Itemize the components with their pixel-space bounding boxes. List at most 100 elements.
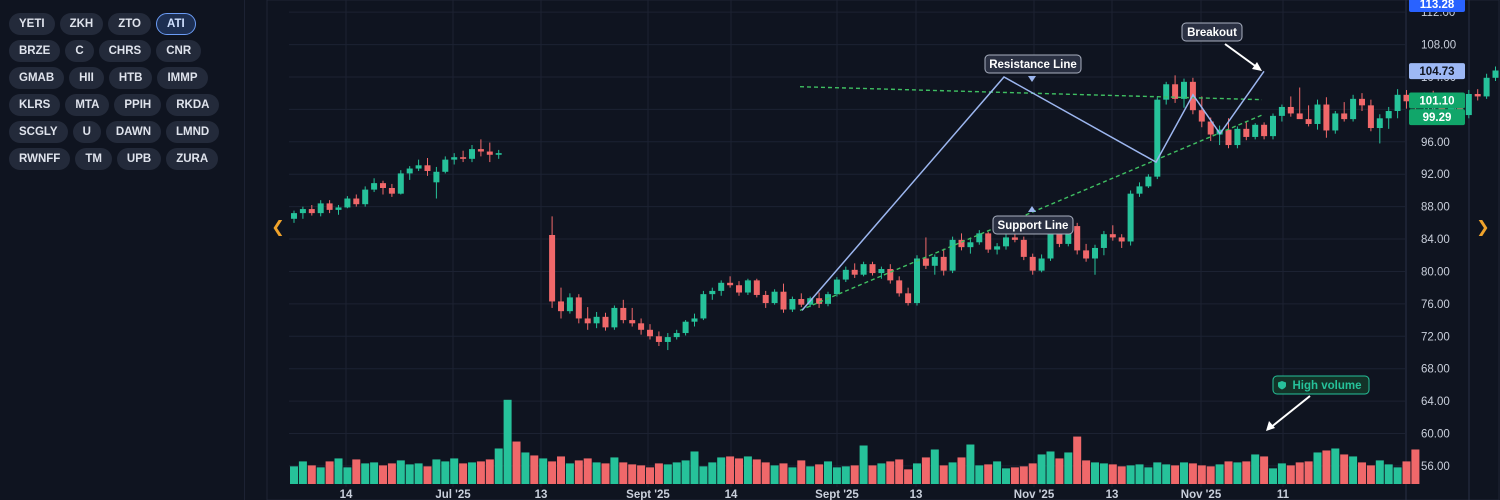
ticker-chip-ati[interactable]: ATI (156, 12, 196, 35)
candle-body (344, 198, 351, 208)
breakout-label: Breakout (1181, 22, 1243, 42)
ticker-chip-immp[interactable]: IMMP (157, 66, 208, 89)
candle-body (1350, 98, 1357, 120)
ticker-chip-htb[interactable]: HTB (108, 66, 153, 89)
volume-bar (1064, 452, 1073, 484)
candle-body (575, 297, 582, 319)
ticker-chip-gmab[interactable]: GMAB (9, 66, 65, 89)
volume-bar (1126, 465, 1135, 484)
y-tick-label: 72.00 (1421, 331, 1450, 343)
volume-bar (441, 461, 450, 484)
volume-bar (405, 464, 414, 484)
volume-bar (565, 463, 574, 484)
ticker-chip-zura[interactable]: ZURA (166, 147, 219, 170)
chevron-left-icon[interactable]: ❮ (271, 219, 285, 236)
ticker-chip-cnr[interactable]: CNR (156, 39, 202, 62)
volume-bar (1358, 462, 1366, 484)
candle-body (922, 258, 929, 266)
volume-bar (939, 465, 948, 484)
volume-bar (646, 467, 654, 484)
ticker-chip-u[interactable]: U (72, 120, 101, 143)
ticker-chip-hii[interactable]: HII (69, 66, 104, 89)
ticker-chip-rkda[interactable]: RKDA (166, 93, 220, 116)
ticker-chip-lmnd[interactable]: LMND (166, 120, 220, 143)
ticker-chip-mta[interactable]: MTA (65, 93, 110, 116)
breakout-arrow-head-icon (1252, 62, 1262, 71)
ticker-chip-yeti[interactable]: YETI (9, 12, 55, 35)
volume-bar (993, 461, 1002, 484)
candle-body (469, 149, 475, 159)
volume-bar (414, 463, 423, 484)
ticker-chip-rwnff[interactable]: RWNFF (9, 147, 71, 170)
candle-body (655, 336, 662, 342)
ticker-chip-scgly[interactable]: SCGLY (9, 120, 68, 143)
price-tag-box (1409, 109, 1465, 126)
ticker-chip-c[interactable]: C (65, 39, 94, 62)
candle-body (371, 183, 378, 190)
x-tick-label: Sept '25 (626, 489, 670, 500)
volume-bar (806, 466, 815, 484)
y-tick-label: 108.00 (1421, 40, 1456, 52)
volume-bar (1108, 464, 1117, 484)
volume-bar (557, 456, 565, 484)
volume-bar (610, 457, 619, 484)
candle-body (1483, 77, 1490, 97)
volume-bar (290, 466, 298, 484)
ticker-chip-upb[interactable]: UPB (116, 147, 162, 170)
volume-bar (468, 462, 476, 484)
candle-body (931, 256, 938, 266)
volume-bar (761, 462, 770, 484)
ticker-chip-chrs[interactable]: CHRS (98, 39, 152, 62)
x-tick-label: 13 (910, 489, 923, 500)
volume-bar (494, 448, 503, 484)
volume-bar (868, 465, 877, 484)
volume-bar (521, 452, 530, 484)
ticker-chip-dawn[interactable]: DAWN (105, 120, 162, 143)
candle-body (1367, 105, 1374, 129)
volume-bar (1197, 465, 1206, 484)
volume-bar (1331, 448, 1340, 484)
candle-body (682, 321, 689, 334)
candle-body (406, 168, 413, 174)
price-tag-label: 99.29 (1423, 112, 1452, 124)
volume-bar (1144, 467, 1153, 484)
volume-bar (1180, 462, 1188, 484)
volume-bar (1393, 467, 1402, 484)
volume-bar (859, 445, 868, 484)
ticker-chip-klrs[interactable]: KLRS (9, 93, 61, 116)
candle-body (1163, 84, 1170, 100)
candle-body (878, 269, 885, 274)
ticker-chip-tm[interactable]: TM (75, 147, 112, 170)
candle-body (709, 290, 716, 295)
volume-bar (628, 464, 637, 484)
candle-body (896, 280, 903, 294)
volume-bar (788, 467, 797, 484)
candle-body (477, 149, 484, 152)
candle-body (558, 301, 564, 312)
trend-lines (799, 70, 1265, 311)
volume-bar (1322, 450, 1331, 484)
ticker-chip-brze[interactable]: BRZE (9, 39, 61, 62)
candle-body (1385, 111, 1392, 119)
volume-bar (503, 399, 512, 484)
ticker-chip-row: BRZE C CHRS CNR (9, 37, 239, 64)
chevron-right-icon[interactable]: ❯ (1476, 219, 1490, 236)
candle-body (673, 333, 680, 338)
ticker-chip-ppih[interactable]: PPIH (114, 93, 162, 116)
candle-body (1261, 124, 1268, 137)
ticker-chip-zto[interactable]: ZTO (108, 12, 151, 35)
ticker-chip-row: YETI ZKH ZTO ATI (9, 10, 239, 37)
volume-bar (984, 464, 993, 484)
candle-body (460, 157, 467, 159)
candle-body (842, 269, 849, 280)
resistance-line (799, 86, 1263, 101)
candle-body (442, 159, 449, 172)
y-tick-label: 84.00 (1421, 234, 1450, 246)
candle-body (1198, 110, 1205, 122)
volume-bar (316, 467, 325, 484)
volume-bar (530, 455, 539, 484)
ticker-chip-zkh[interactable]: ZKH (59, 12, 104, 35)
candle-body (1074, 226, 1081, 251)
candle-body (1003, 237, 1009, 247)
